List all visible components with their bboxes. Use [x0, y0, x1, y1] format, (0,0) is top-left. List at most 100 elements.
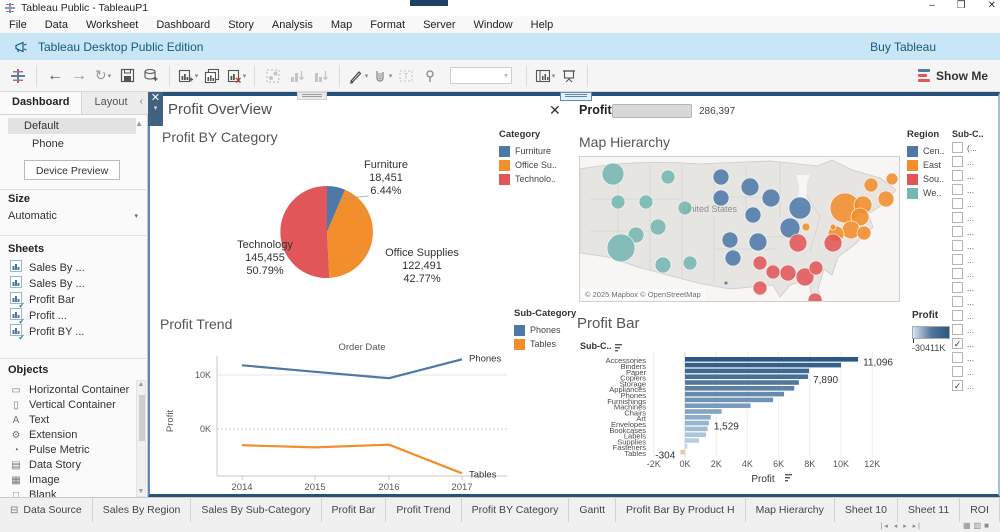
sheet-tab-profit-bar-by-product-h[interactable]: Profit Bar By Product H: [616, 498, 746, 522]
filter-checkbox[interactable]: [952, 156, 963, 167]
replay-icon[interactable]: ↻ ▾: [94, 67, 112, 83]
tab-dashboard[interactable]: Dashboard: [0, 92, 83, 114]
bar-mark-tables[interactable]: [680, 449, 685, 455]
filter-checkbox[interactable]: [952, 226, 963, 237]
map-mark-central[interactable]: [723, 280, 729, 286]
filter-row[interactable]: ...: [952, 170, 998, 181]
parameter-drag-handle[interactable]: [560, 92, 592, 101]
map-mark-west[interactable]: [677, 200, 693, 216]
sheet-list-item[interactable]: Sales By ...: [10, 260, 140, 275]
map-mark-central[interactable]: [721, 231, 739, 249]
show-tabs-view-icon[interactable]: ▦: [963, 521, 974, 530]
device-preview-button[interactable]: Device Preview: [24, 160, 120, 180]
map-mark-central[interactable]: [744, 206, 762, 224]
menu-item-server[interactable]: Server: [423, 18, 456, 31]
map-mark-east[interactable]: [850, 207, 870, 227]
map-mark-west[interactable]: [649, 218, 667, 236]
menu-item-file[interactable]: File: [9, 18, 27, 31]
format-link-icon[interactable]: ▾: [370, 64, 394, 88]
sheet-tab-sheet-10[interactable]: Sheet 10: [834, 498, 898, 522]
pin-icon[interactable]: [418, 64, 442, 88]
bar-mark-chairs[interactable]: [685, 409, 722, 414]
filter-checkbox[interactable]: [952, 142, 963, 153]
fullscreen-view-icon[interactable]: ■: [984, 521, 992, 530]
bar-mark-copiers[interactable]: [685, 374, 809, 379]
pie-slice-office-supplies[interactable]: [327, 189, 373, 278]
map-mark-south[interactable]: [752, 280, 768, 296]
duplicate-sheet-icon[interactable]: [200, 64, 224, 88]
fit-dropdown[interactable]: ▾: [450, 67, 512, 84]
presentation-mode-icon[interactable]: [557, 64, 581, 88]
filter-checkbox[interactable]: [952, 282, 963, 293]
bar-mark-furnishings[interactable]: [685, 397, 774, 403]
filter-row[interactable]: ...: [952, 296, 998, 307]
filter-row[interactable]: ...: [952, 156, 998, 167]
menu-item-dashboard[interactable]: Dashboard: [156, 18, 211, 31]
menu-item-analysis[interactable]: Analysis: [271, 18, 313, 31]
sheet-tab-sales-by-sub-category[interactable]: Sales By Sub-Category: [191, 498, 322, 522]
region-legend-item[interactable]: We..: [907, 186, 953, 200]
pane-scroll-up-icon[interactable]: ▲: [135, 119, 143, 128]
bar-mark-bookcases[interactable]: [685, 426, 708, 432]
map-mark-east[interactable]: [863, 177, 879, 193]
object-item-horizontal-container[interactable]: ▭ Horizontal Container: [10, 383, 136, 397]
sheet-tab-map-hierarchy[interactable]: Map Hierarchy: [745, 498, 835, 522]
object-item-pulse-metric[interactable]: ◔ Pulse Metric: [10, 443, 136, 457]
collapse-pane-icon[interactable]: ‹: [139, 96, 143, 107]
filter-checkbox[interactable]: ✓: [952, 380, 963, 391]
map-mark-west[interactable]: [654, 256, 672, 274]
bar-mark-appliances[interactable]: [685, 386, 795, 391]
object-item-text[interactable]: A Text: [10, 413, 136, 427]
object-item-vertical-container[interactable]: ▯ Vertical Container: [10, 398, 136, 412]
bar-mark-labels[interactable]: [685, 432, 707, 437]
filter-row[interactable]: (...: [952, 142, 998, 153]
sheet-tab-sales-by-region[interactable]: Sales By Region: [92, 498, 192, 522]
map-mark-central[interactable]: [712, 189, 730, 207]
map-mark-east[interactable]: [856, 225, 872, 241]
sheet-tab-profit-by-category[interactable]: Profit BY Category: [461, 498, 570, 522]
map-mark-south[interactable]: [808, 260, 824, 276]
tab-navigation-icons[interactable]: |◂ ◂ ▸ ▸|: [880, 523, 922, 530]
show-hide-cards-icon[interactable]: ▾: [533, 64, 557, 88]
category-legend-item[interactable]: Office Su..: [499, 158, 577, 172]
menu-item-map[interactable]: Map: [330, 18, 353, 31]
filter-row[interactable]: ...: [952, 268, 998, 279]
map-mark-south[interactable]: [765, 264, 781, 280]
map-mark-south[interactable]: [779, 264, 797, 282]
object-item-image[interactable]: ▦ Image: [10, 473, 136, 487]
category-legend-item[interactable]: Technolo..: [499, 172, 577, 186]
clear-sheet-icon[interactable]: ▾: [224, 64, 248, 88]
bar-mark-machines[interactable]: [685, 403, 751, 408]
tab-layout[interactable]: Layout: [94, 96, 128, 108]
filter-row[interactable]: ...: [952, 254, 998, 265]
map-mark-east[interactable]: [829, 223, 837, 231]
map-mark-south[interactable]: [752, 255, 768, 271]
map-mark-west[interactable]: [606, 233, 636, 263]
highlight-icon[interactable]: ▾: [346, 64, 370, 88]
map-mark-west[interactable]: [601, 162, 625, 186]
map-mark-east[interactable]: [877, 190, 895, 208]
sheet-tab-profit-bar[interactable]: Profit Bar: [321, 498, 387, 522]
bar-mark-fasteners[interactable]: [685, 444, 688, 449]
zone-drag-handle[interactable]: [297, 92, 327, 100]
map-mark-south[interactable]: [795, 267, 815, 287]
parameter-close-icon[interactable]: ✕: [549, 102, 561, 118]
bar-mark-binders[interactable]: [685, 362, 841, 368]
map-mark-south[interactable]: [788, 233, 808, 253]
tableau-logo-icon[interactable]: [6, 64, 30, 88]
sheet-tab-roi[interactable]: ROI: [960, 498, 1000, 522]
filter-row[interactable]: ...: [952, 240, 998, 251]
filter-row[interactable]: ...: [952, 352, 998, 363]
map-mark-west[interactable]: [682, 255, 698, 271]
filter-checkbox[interactable]: [952, 240, 963, 251]
filter-checkbox[interactable]: [952, 310, 963, 321]
filter-row[interactable]: ✓...: [952, 380, 998, 391]
subcategory-legend-item[interactable]: Phones: [514, 323, 584, 337]
device-phone-item[interactable]: Phone: [32, 138, 64, 150]
sheet-list-item[interactable]: ✓ Profit ...: [10, 308, 140, 326]
profit-parameter-slider[interactable]: [612, 104, 692, 118]
filmstrip-view-icon[interactable]: ▥: [973, 521, 985, 530]
map-mark-central[interactable]: [712, 168, 730, 186]
new-data-source-icon[interactable]: [139, 64, 163, 88]
trend-line-tables[interactable]: [241, 443, 463, 475]
